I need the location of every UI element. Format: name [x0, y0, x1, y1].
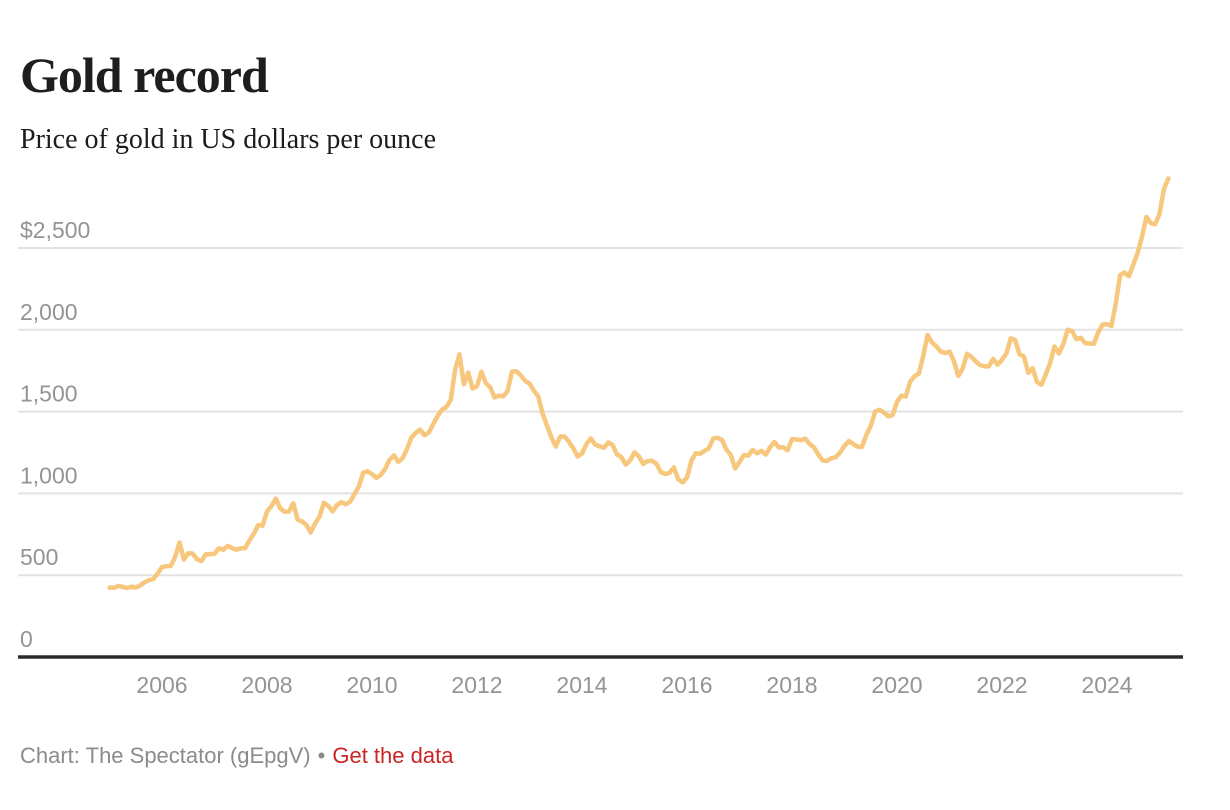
- chart-subtitle: Price of gold in US dollars per ounce: [20, 124, 437, 155]
- y-axis-label: 2,000: [20, 299, 78, 325]
- y-axis-label: $2,500: [20, 217, 90, 243]
- y-axis-label: 1,500: [20, 381, 78, 407]
- x-axis-label: 2016: [661, 672, 712, 698]
- x-axis-label: 2018: [766, 672, 817, 698]
- footer-separator: •: [317, 743, 326, 768]
- x-axis-label: 2012: [451, 672, 502, 698]
- x-axis-label: 2014: [556, 672, 607, 698]
- y-axis-label: 0: [20, 626, 33, 652]
- x-axis-label: 2024: [1081, 672, 1132, 698]
- x-axis-label: 2006: [136, 672, 187, 698]
- attribution-text: Chart: The Spectator (gEpgV): [20, 743, 311, 768]
- y-axis-label: 1,000: [20, 462, 78, 488]
- get-data-link[interactable]: Get the data: [332, 743, 454, 768]
- x-axis-label: 2008: [241, 672, 292, 698]
- gold-price-line: [107, 176, 1171, 591]
- x-axis-label: 2020: [871, 672, 922, 698]
- x-axis-label: 2010: [346, 672, 397, 698]
- y-axis-label: 500: [20, 544, 58, 570]
- chart-title: Gold record: [20, 46, 269, 103]
- x-axis-label: 2022: [976, 672, 1027, 698]
- chart-footer: Chart: The Spectator (gEpgV) • Get the dat…: [20, 742, 453, 771]
